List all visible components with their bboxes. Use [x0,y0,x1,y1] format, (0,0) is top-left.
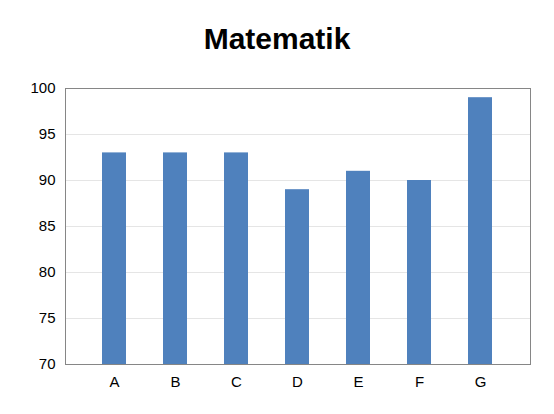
svg-text:85: 85 [39,217,56,234]
svg-text:A: A [109,373,119,390]
svg-text:G: G [475,373,487,390]
svg-text:70: 70 [39,355,56,372]
svg-text:100: 100 [30,79,55,96]
svg-text:D: D [292,373,303,390]
svg-text:95: 95 [39,125,56,142]
svg-text:80: 80 [39,263,56,280]
svg-text:E: E [353,373,363,390]
svg-text:C: C [231,373,242,390]
svg-text:B: B [170,373,180,390]
html-text:Matematik: Matematik [203,22,351,55]
svg-text:F: F [415,373,424,390]
svg-text:90: 90 [39,171,56,188]
svg-text:75: 75 [39,309,56,326]
